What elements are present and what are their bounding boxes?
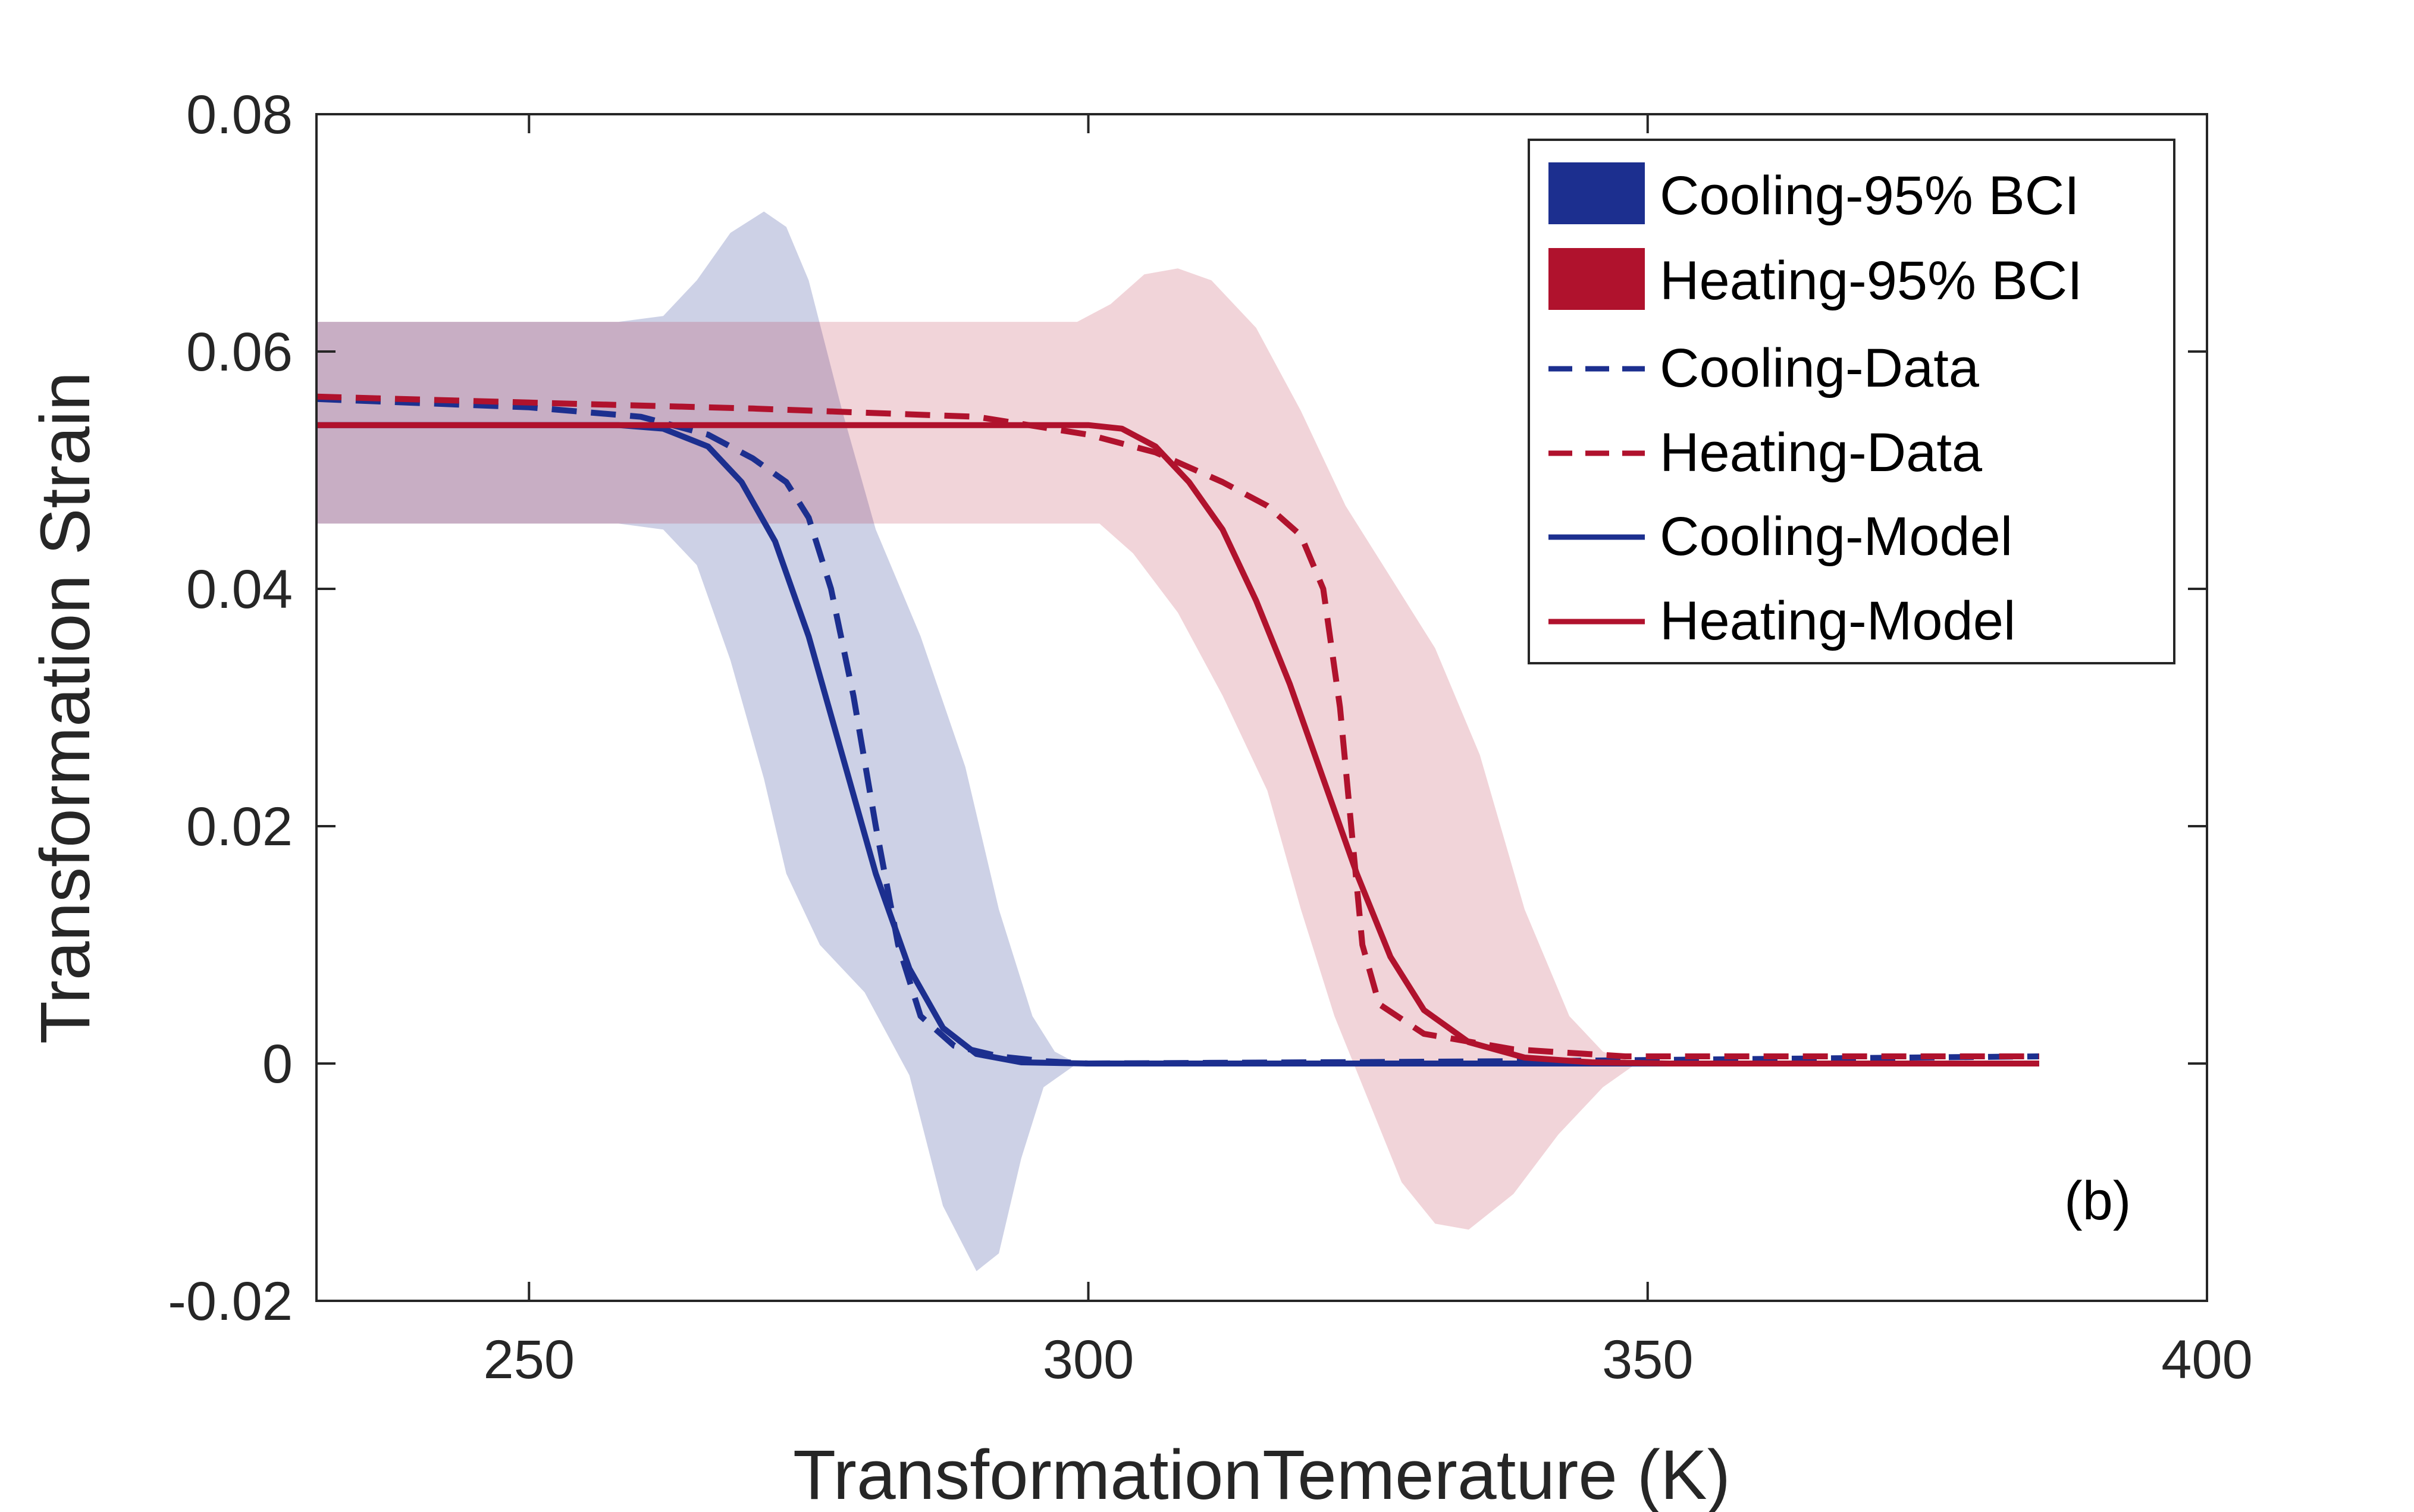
x-tick-labels: 250 300 350 400 (484, 1329, 2253, 1390)
y-axis-label: Transformation Strain (26, 372, 105, 1044)
legend-label-heating-model: Heating-Model (1660, 591, 2015, 651)
legend-swatch-cooling-bci (1548, 162, 1645, 224)
plot-frame (315, 113, 2208, 1302)
x-tick-label: 400 (2161, 1329, 2253, 1390)
legend-swatch-heating-bci (1548, 248, 1645, 310)
x-axis-label: TransformationTemerature (K) (793, 1436, 1730, 1512)
y-tick-label: 0.02 (186, 796, 293, 857)
series-heating-data (316, 393, 2039, 1059)
axis-ticks (316, 113, 2208, 1302)
legend-label-cooling-model: Cooling-Model (1660, 506, 2012, 567)
y-tick-label: -0.02 (168, 1271, 293, 1332)
legend-label-cooling-data: Cooling-Data (1660, 338, 1980, 399)
series-lines (316, 393, 2039, 1066)
y-tick-label: 0.06 (186, 322, 293, 382)
y-tick-label: 0 (262, 1034, 293, 1094)
series-cooling-model (316, 422, 2039, 1066)
x-tick-label: 250 (484, 1329, 575, 1390)
legend: Cooling-95% BCI Heating-95% BCI Cooling-… (1528, 139, 2175, 664)
y-tick-labels: -0.02 0 0.02 0.04 0.06 0.08 (168, 84, 293, 1332)
band-heating (316, 268, 1636, 1230)
legend-label-heating-data: Heating-Data (1660, 422, 1983, 483)
y-tick-label: 0.04 (186, 559, 293, 620)
band-cooling (316, 211, 1077, 1272)
legend-box (1528, 139, 2175, 664)
confidence-bands (316, 211, 1636, 1272)
series-heating-model (316, 422, 2039, 1066)
panel-annotation: (b) (2064, 1171, 2131, 1231)
y-tick-label: 0.08 (186, 84, 293, 145)
legend-label-cooling-bci: Cooling-95% BCI (1660, 165, 2080, 226)
legend-label-heating-bci: Heating-95% BCI (1660, 250, 2083, 311)
x-tick-label: 300 (1043, 1329, 1134, 1390)
x-tick-label: 350 (1602, 1329, 1694, 1390)
